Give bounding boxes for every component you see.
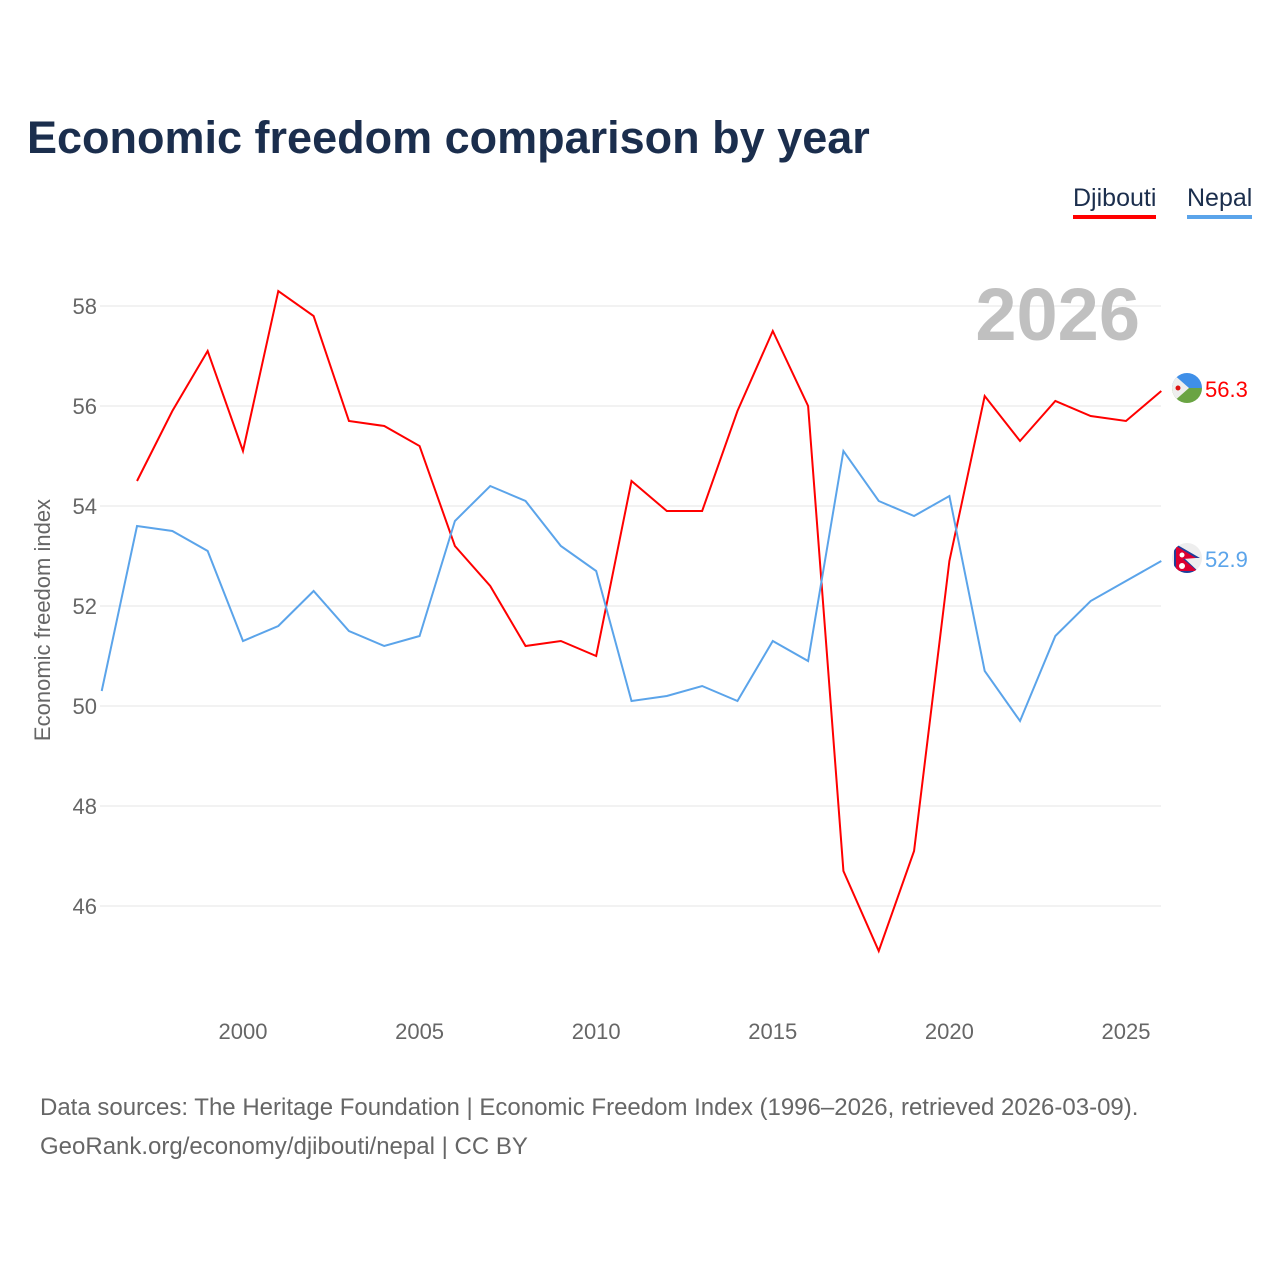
source-note: Data sources: The Heritage Foundation | … bbox=[40, 1088, 1138, 1166]
legend-djibouti[interactable]: Djibouti bbox=[1073, 184, 1157, 219]
x-tick-label: 2025 bbox=[1102, 1019, 1151, 1044]
y-tick-label: 54 bbox=[73, 494, 97, 519]
y-tick-label: 52 bbox=[73, 594, 97, 619]
y-axis-label: Economic freedom index bbox=[30, 499, 55, 741]
year-watermark: 2026 bbox=[975, 273, 1140, 356]
djibouti-flag-icon bbox=[1172, 373, 1202, 403]
y-tick-label: 46 bbox=[73, 894, 97, 919]
nepal-flag-icon bbox=[1172, 543, 1202, 573]
y-tick-label: 56 bbox=[73, 394, 97, 419]
source-line-1: Data sources: The Heritage Foundation | … bbox=[40, 1094, 1139, 1121]
end-label-djibouti: 56.3 bbox=[1205, 377, 1248, 402]
x-tick-label: 2020 bbox=[925, 1019, 974, 1044]
legend-nepal[interactable]: Nepal bbox=[1187, 184, 1253, 219]
y-tick-label: 58 bbox=[73, 294, 97, 319]
chart-title: Economic freedom comparison by year bbox=[27, 112, 870, 163]
x-tick-label: 2005 bbox=[395, 1019, 444, 1044]
x-tick-label: 2000 bbox=[219, 1019, 268, 1044]
y-tick-label: 48 bbox=[73, 794, 97, 819]
y-tick-label: 50 bbox=[73, 694, 97, 719]
x-tick-label: 2010 bbox=[572, 1019, 621, 1044]
x-tick-label: 2015 bbox=[748, 1019, 797, 1044]
source-line-2[interactable]: GeoRank.org/economy/djibouti/nepal | CC … bbox=[40, 1133, 528, 1160]
series-line-djibouti bbox=[136, 289, 1162, 954]
series-line-nepal bbox=[100, 448, 1162, 724]
end-label-nepal: 52.9 bbox=[1205, 547, 1248, 572]
